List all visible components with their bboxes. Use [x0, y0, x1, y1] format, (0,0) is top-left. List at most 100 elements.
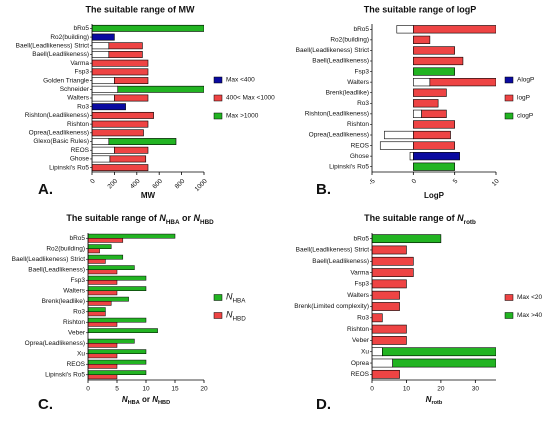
range-bar	[392, 358, 496, 368]
range-offset	[413, 78, 431, 87]
y-tick-label: Lipinski's Ro5	[49, 164, 89, 171]
y-tick-label: Xu	[361, 348, 369, 355]
range-bar	[413, 120, 455, 129]
range-bar	[372, 245, 407, 255]
x-axis-label: NHBA or NHBD	[122, 395, 170, 406]
range-offset	[92, 85, 119, 93]
panel-label: C.	[38, 396, 53, 413]
y-tick-label: Baell(Leadlikeness) Strict	[16, 42, 90, 49]
x-axis-label: MW	[141, 191, 156, 200]
y-tick-label: Ro3	[357, 100, 369, 107]
y-tick-label: Ghose	[350, 153, 370, 160]
y-tick-label: bRo5	[353, 235, 369, 242]
bar	[88, 349, 147, 354]
range-bar	[372, 268, 414, 277]
legend-label: Max >1000	[226, 113, 259, 120]
x-tick-label: 30	[472, 386, 480, 393]
y-tick-label: Ro2(building)	[50, 34, 89, 41]
y-tick-label: Rishton	[347, 121, 369, 128]
bar	[88, 275, 147, 281]
bar	[88, 238, 124, 243]
range-offset	[92, 94, 115, 102]
subscript: HBD	[158, 400, 170, 406]
text-run: or	[180, 213, 194, 223]
range-offset	[92, 146, 115, 154]
chart-title: The suitable range of logP	[364, 4, 477, 14]
range-offset	[384, 130, 414, 140]
y-tick-label: Walters	[347, 79, 370, 86]
text-run: The suitable range of	[364, 213, 457, 223]
y-tick-label: Baell(Leadlikeness)	[32, 51, 89, 58]
x-tick-label: 5	[115, 386, 119, 393]
range-bar	[429, 78, 496, 87]
bar	[88, 265, 135, 270]
range-bar	[109, 155, 147, 163]
x-tick-label: 400	[129, 178, 142, 191]
y-tick-label: Glexo(Basic Rules)	[33, 138, 89, 145]
x-tick-label: 20	[200, 386, 208, 393]
range-offset	[92, 42, 110, 50]
bar	[88, 322, 118, 327]
x-tick-label: 0	[370, 386, 374, 393]
legend-swatch	[504, 312, 514, 319]
x-tick-label: 20	[437, 386, 445, 393]
bar	[88, 328, 158, 333]
y-tick-label: Varma	[350, 269, 369, 276]
range-bar	[413, 152, 460, 161]
legend-swatch	[504, 94, 514, 102]
range-bar	[413, 130, 451, 140]
text-run: N	[194, 213, 201, 223]
range-bar	[372, 369, 400, 379]
bar	[88, 254, 124, 260]
plot	[372, 234, 496, 379]
y-tick-label: Brenk(leadlike)	[326, 89, 369, 96]
y-tick-label: Rishton(Leadlikeness)	[25, 112, 89, 119]
x-tick-label: 200	[107, 178, 120, 191]
y-tick-label: Veber	[352, 337, 370, 344]
y-tick-label: Walters	[63, 287, 86, 294]
range-bar	[421, 109, 447, 118]
plot	[92, 24, 204, 172]
range-bar	[413, 162, 455, 171]
legend-label: NHBA	[226, 292, 246, 305]
range-bar	[92, 120, 149, 128]
range-bar	[372, 313, 383, 323]
x-tick-label: 600	[151, 178, 164, 191]
range-offset	[92, 155, 111, 163]
panel-label: B.	[316, 181, 331, 198]
range-bar	[92, 33, 115, 41]
bar	[88, 374, 118, 380]
x-tick-label: 10	[403, 386, 411, 393]
range-bar	[413, 35, 431, 44]
text-run: N	[226, 292, 233, 302]
range-bar	[108, 42, 143, 50]
range-bar	[372, 256, 414, 266]
x-tick-label: 800	[174, 178, 187, 191]
x-tick-label: 10	[491, 178, 501, 188]
text-run: or	[140, 395, 152, 404]
range-offset	[92, 77, 115, 85]
range-bar	[372, 336, 407, 345]
y-tick-label: Baell(Leadlikeness) Strict	[296, 247, 370, 254]
legend-label: logP	[517, 95, 530, 102]
bar	[88, 280, 118, 285]
legend-label: Max >40	[517, 312, 542, 319]
bar	[88, 311, 106, 317]
range-bar	[413, 88, 447, 97]
bar	[88, 290, 118, 296]
legend-label: NHBD	[226, 310, 246, 323]
plot	[379, 25, 496, 171]
legend-swatch	[213, 294, 223, 301]
y-tick-label: bRo5	[73, 25, 89, 32]
bar	[88, 259, 106, 264]
y-tick-label: Ghose	[70, 156, 90, 163]
range-offset	[372, 358, 393, 368]
y-tick-label: REOS	[67, 361, 86, 368]
y-tick-label: Brenk(leadlike)	[42, 298, 85, 305]
legend-label: 400< Max <1000	[226, 95, 275, 102]
legend-label: AlogP	[517, 77, 534, 84]
y-tick-label: Schneider	[60, 86, 90, 93]
legend-swatch	[213, 112, 223, 120]
legend-swatch	[213, 94, 223, 102]
bar	[88, 338, 135, 344]
